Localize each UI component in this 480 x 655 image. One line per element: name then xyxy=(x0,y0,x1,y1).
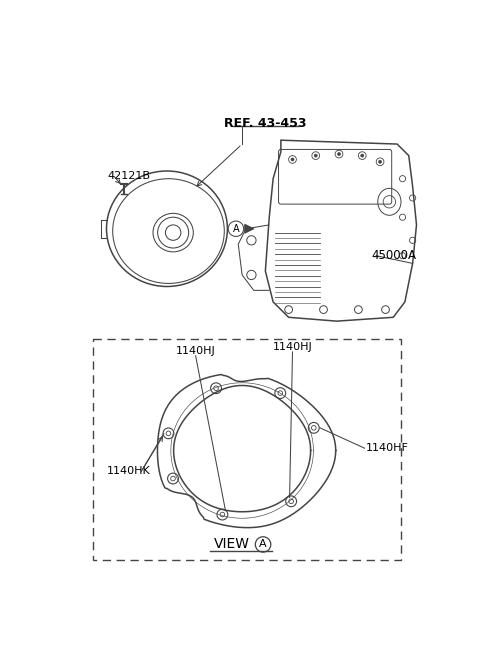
Circle shape xyxy=(379,160,382,163)
Text: 1140HK: 1140HK xyxy=(107,466,150,476)
Text: VIEW: VIEW xyxy=(214,538,250,552)
Text: 42121B: 42121B xyxy=(107,171,150,181)
Text: A: A xyxy=(233,224,239,234)
Text: 1140HJ: 1140HJ xyxy=(273,342,312,352)
Circle shape xyxy=(337,153,340,156)
Text: 1140HJ: 1140HJ xyxy=(176,346,216,356)
Circle shape xyxy=(314,154,317,157)
Text: 45000A: 45000A xyxy=(372,249,417,262)
Text: 1140HF: 1140HF xyxy=(366,443,409,453)
Circle shape xyxy=(360,154,364,157)
Text: A: A xyxy=(259,540,267,550)
Text: REF. 43-453: REF. 43-453 xyxy=(224,117,307,130)
Circle shape xyxy=(291,158,294,161)
Bar xyxy=(93,339,401,560)
